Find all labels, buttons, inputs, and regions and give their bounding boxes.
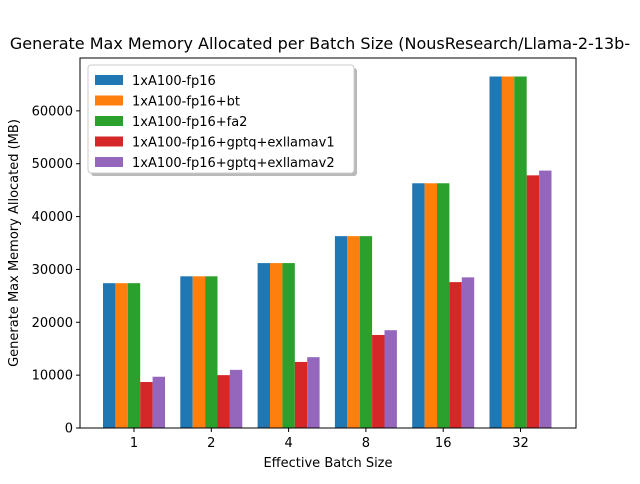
chart-title: Generate Max Memory Allocated per Batch …	[10, 34, 630, 53]
bar-2-16	[424, 183, 437, 428]
legend-swatch-3	[95, 116, 123, 126]
legend-label-2: 1xA100-fp16+bt	[132, 95, 240, 110]
legend-label-1: 1xA100-fp16	[132, 74, 216, 89]
legend-box	[87, 64, 355, 174]
bar-2-2	[192, 276, 206, 428]
x-tick-label: 1	[130, 436, 138, 451]
x-tick-label: 32	[512, 436, 529, 451]
bar-5-32	[539, 170, 552, 428]
y-axis: 0 10000 20000 30000 40000 50000 60000	[32, 104, 80, 437]
bar-2-32	[501, 76, 515, 428]
bar-1-32	[489, 76, 502, 428]
x-tick-label: 2	[207, 436, 215, 451]
bar-2-8	[347, 236, 360, 428]
bar-1-16	[412, 183, 425, 428]
x-axis: 1 2 4 8 16 32	[130, 428, 529, 451]
bar-3-4	[282, 263, 295, 428]
y-tick-label: 30000	[32, 263, 73, 278]
legend-swatch-1	[95, 75, 123, 85]
legend-label-3: 1xA100-fp16+fa2	[132, 115, 247, 130]
x-tick-label: 16	[435, 436, 452, 451]
bar-4-1	[140, 382, 153, 428]
bar-5-8	[384, 330, 397, 428]
bar-1-8	[334, 236, 348, 428]
y-tick-label: 20000	[32, 316, 73, 331]
bar-5-16	[461, 277, 475, 428]
bar-3-32	[514, 76, 527, 428]
legend-swatch-2	[95, 95, 123, 106]
bar-1-2	[180, 276, 193, 428]
bar-4-8	[372, 334, 385, 428]
y-tick-label: 50000	[32, 157, 73, 172]
legend-label-5: 1xA100-fp16+gptq+exllamav2	[132, 156, 335, 171]
bar-3-2	[205, 276, 218, 428]
bar-5-1	[152, 376, 165, 428]
bar-1-4	[257, 263, 270, 428]
legend: 1xA100-fp16 1xA100-fp16+bt 1xA100-fp16+fa2…	[87, 64, 357, 176]
x-axis-label: Effective Batch Size	[263, 456, 392, 471]
legend-swatch-5	[95, 157, 123, 167]
y-axis-label: Generate Max Memory Allocated (MB)	[7, 119, 22, 367]
x-tick-label: 4	[284, 436, 292, 451]
y-tick-label: 40000	[32, 210, 73, 225]
bar-4-16	[449, 282, 462, 428]
bar-3-1	[127, 283, 141, 428]
bar-3-8	[359, 236, 373, 428]
y-tick-label: 60000	[32, 104, 73, 119]
bar-3-16	[437, 183, 450, 428]
bar-5-4	[307, 357, 320, 428]
y-tick-label: 0	[65, 422, 73, 437]
bar-4-32	[526, 175, 540, 428]
bar-5-2	[229, 369, 243, 428]
plot-frame	[79, 57, 577, 429]
bars-layer	[103, 76, 552, 428]
bar-1-1	[103, 283, 116, 428]
bar-4-4	[294, 361, 308, 428]
x-tick-label: 8	[362, 436, 370, 451]
legend-label-4: 1xA100-fp16+gptq+exllamav1	[132, 136, 335, 151]
y-tick-label: 10000	[32, 369, 73, 384]
bar-4-2	[217, 375, 230, 428]
legend-swatch-4	[95, 136, 123, 147]
bar-2-1	[115, 283, 128, 428]
bar-2-4	[270, 263, 283, 428]
